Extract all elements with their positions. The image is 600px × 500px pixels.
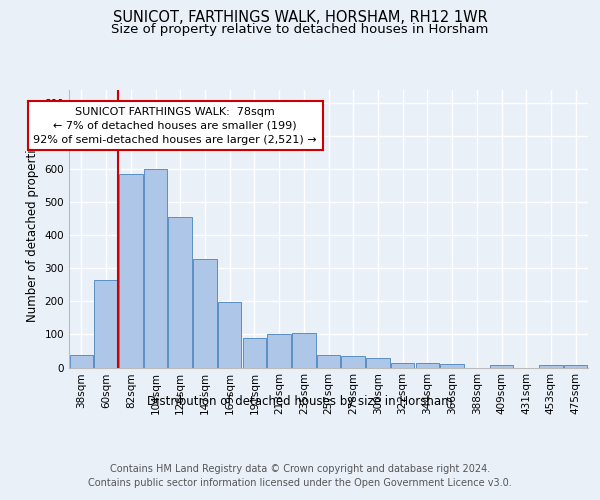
Bar	[242, 338, 266, 368]
Text: Contains HM Land Registry data © Crown copyright and database right 2024.
Contai: Contains HM Land Registry data © Crown c…	[88, 464, 512, 488]
Y-axis label: Number of detached properties: Number of detached properties	[26, 136, 39, 322]
Bar	[70, 355, 93, 368]
Text: SUNICOT FARTHINGS WALK:  78sqm
← 7% of detached houses are smaller (199)
92% of : SUNICOT FARTHINGS WALK: 78sqm ← 7% of de…	[34, 106, 317, 144]
Bar	[169, 217, 192, 368]
Bar	[440, 364, 464, 368]
Bar	[391, 362, 415, 368]
Bar	[268, 334, 291, 368]
Bar	[564, 365, 587, 368]
Bar	[119, 174, 143, 368]
Bar	[490, 365, 513, 368]
Bar	[94, 280, 118, 368]
Bar	[366, 358, 389, 368]
Bar	[218, 302, 241, 368]
Text: Size of property relative to detached houses in Horsham: Size of property relative to detached ho…	[112, 22, 488, 36]
Bar	[416, 362, 439, 368]
Bar	[539, 365, 563, 368]
Bar	[341, 356, 365, 368]
Text: SUNICOT, FARTHINGS WALK, HORSHAM, RH12 1WR: SUNICOT, FARTHINGS WALK, HORSHAM, RH12 1…	[113, 10, 487, 25]
Bar	[317, 355, 340, 368]
Bar	[292, 333, 316, 368]
Bar	[144, 170, 167, 368]
Bar	[193, 259, 217, 368]
Text: Distribution of detached houses by size in Horsham: Distribution of detached houses by size …	[147, 395, 453, 408]
